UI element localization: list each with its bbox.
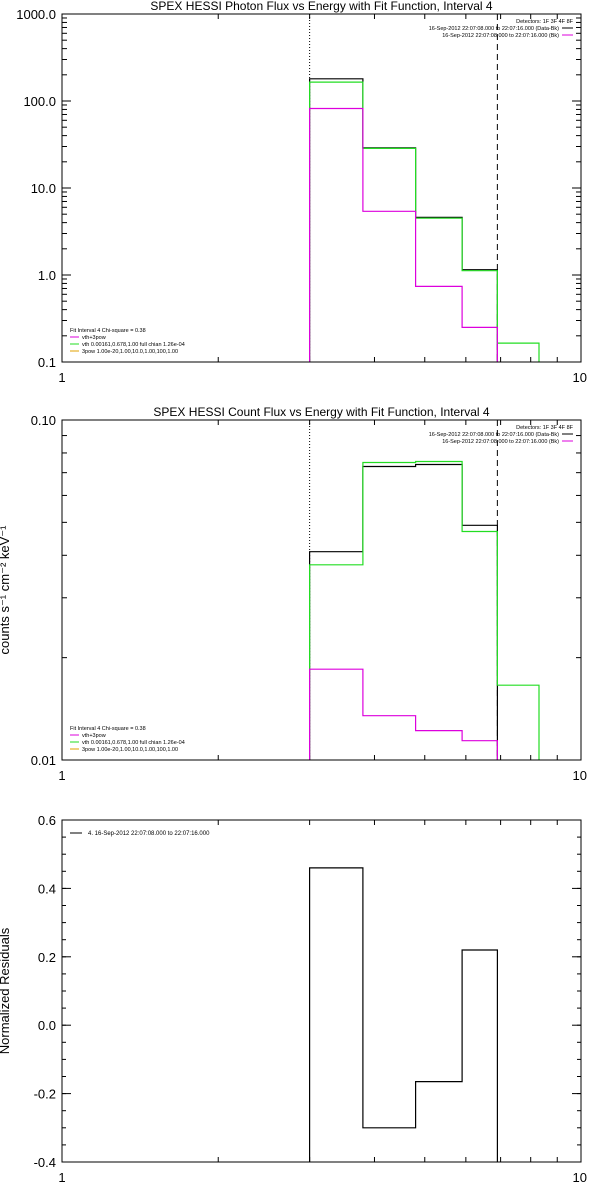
chart-title: SPEX HESSI Photon Flux vs Energy with Fi… <box>150 0 492 13</box>
plot-frame <box>61 419 582 761</box>
y-tick-label: 0.0 <box>38 1018 56 1033</box>
x-tick-label: 1 <box>58 1170 65 1185</box>
y-tick-label: 1.0 <box>38 268 56 283</box>
chart-title: SPEX HESSI Count Flux vs Energy with Fit… <box>153 405 489 419</box>
plot-frame <box>61 819 582 1163</box>
series-step-line-1 <box>309 867 498 1162</box>
legend-entry: vth+3pow <box>82 335 106 341</box>
y-tick-label: -0.2 <box>34 1087 56 1102</box>
legend-entry: vth 0.00161,0.678,1.00 full chian 1.26e-… <box>82 740 185 746</box>
y-tick-label: 100.0 <box>23 94 56 109</box>
x-tick-label: 1 <box>58 370 65 385</box>
y-tick-label: 10.0 <box>31 181 56 196</box>
legend-entry: Fit Interval 4 Chi-square = 0.38 <box>70 328 146 334</box>
y-tick-label: -0.4 <box>34 1155 56 1170</box>
legend-entry: 16-Sep-2012 22:07:08.000 to 22:07:16.000… <box>442 439 559 445</box>
series-step-line-2 <box>309 81 540 362</box>
y-tick-label: 0.1 <box>38 355 56 370</box>
series-step-line-3 <box>309 668 498 760</box>
x-tick-label: 10 <box>573 768 587 783</box>
chart-panel-2: SPEX HESSI Count Flux vs Energy with Fit… <box>0 405 587 783</box>
legend-entry: Detectors: 1F 3F 4F 8F <box>516 425 573 431</box>
legend-entry: 3pow 1.00e-20,1.00,10.0,1.00,100,1.00 <box>82 349 178 355</box>
legend-entry: 16-Sep-2012 22:07:08.000 to 22:07:16.000… <box>429 432 559 438</box>
legend-entry: vth 0.00161,0.678,1.00 full chian 1.26e-… <box>82 342 185 348</box>
legend-entry: 3pow 1.00e-20,1.00,10.0,1.00,100,1.00 <box>82 747 178 753</box>
y-axis-label: counts s⁻¹ cm⁻² keV⁻¹ <box>0 525 12 655</box>
legend-entry: 16-Sep-2012 22:07:08.000 to 22:07:16.000… <box>442 33 559 39</box>
series-step-line-3 <box>309 107 498 362</box>
series-step-line-1 <box>309 463 498 760</box>
y-tick-label: 0.6 <box>38 813 56 828</box>
legend-entry: Fit Interval 4 Chi-square = 0.38 <box>70 726 146 732</box>
y-tick-label: 1000.0 <box>16 7 56 22</box>
y-tick-label: 0.10 <box>31 413 56 428</box>
legend-entry: 16-Sep-2012 22:07:08.000 to 22:07:16.000… <box>429 26 559 32</box>
chart-panel-3: Normalized Residuals -0.4 -0.2 0.0 0.2 0.4 0.6… <box>0 813 587 1185</box>
series-step-line-2 <box>309 460 540 760</box>
y-tick-label: 0.2 <box>38 950 56 965</box>
plot-frame <box>61 13 582 363</box>
y-tick-label: 0.4 <box>38 881 56 896</box>
legend-entry: 4. 16-Sep-2012 22:07:08.000 to 22:07:16.… <box>88 831 210 837</box>
chart-panel-1: SPEX HESSI Photon Flux vs Energy with Fi… <box>16 0 587 385</box>
legend-entry: Detectors: 1F 3F 4F 8F <box>516 19 573 25</box>
x-tick-label: 1 <box>58 768 65 783</box>
series-step-line-1 <box>309 78 498 362</box>
y-tick-label: 0.01 <box>31 753 56 768</box>
x-tick-label: 10 <box>573 370 587 385</box>
x-tick-label: 10 <box>573 1170 587 1185</box>
y-axis-label: Normalized Residuals <box>0 927 12 1054</box>
legend-entry: vth+3pow <box>82 733 106 739</box>
